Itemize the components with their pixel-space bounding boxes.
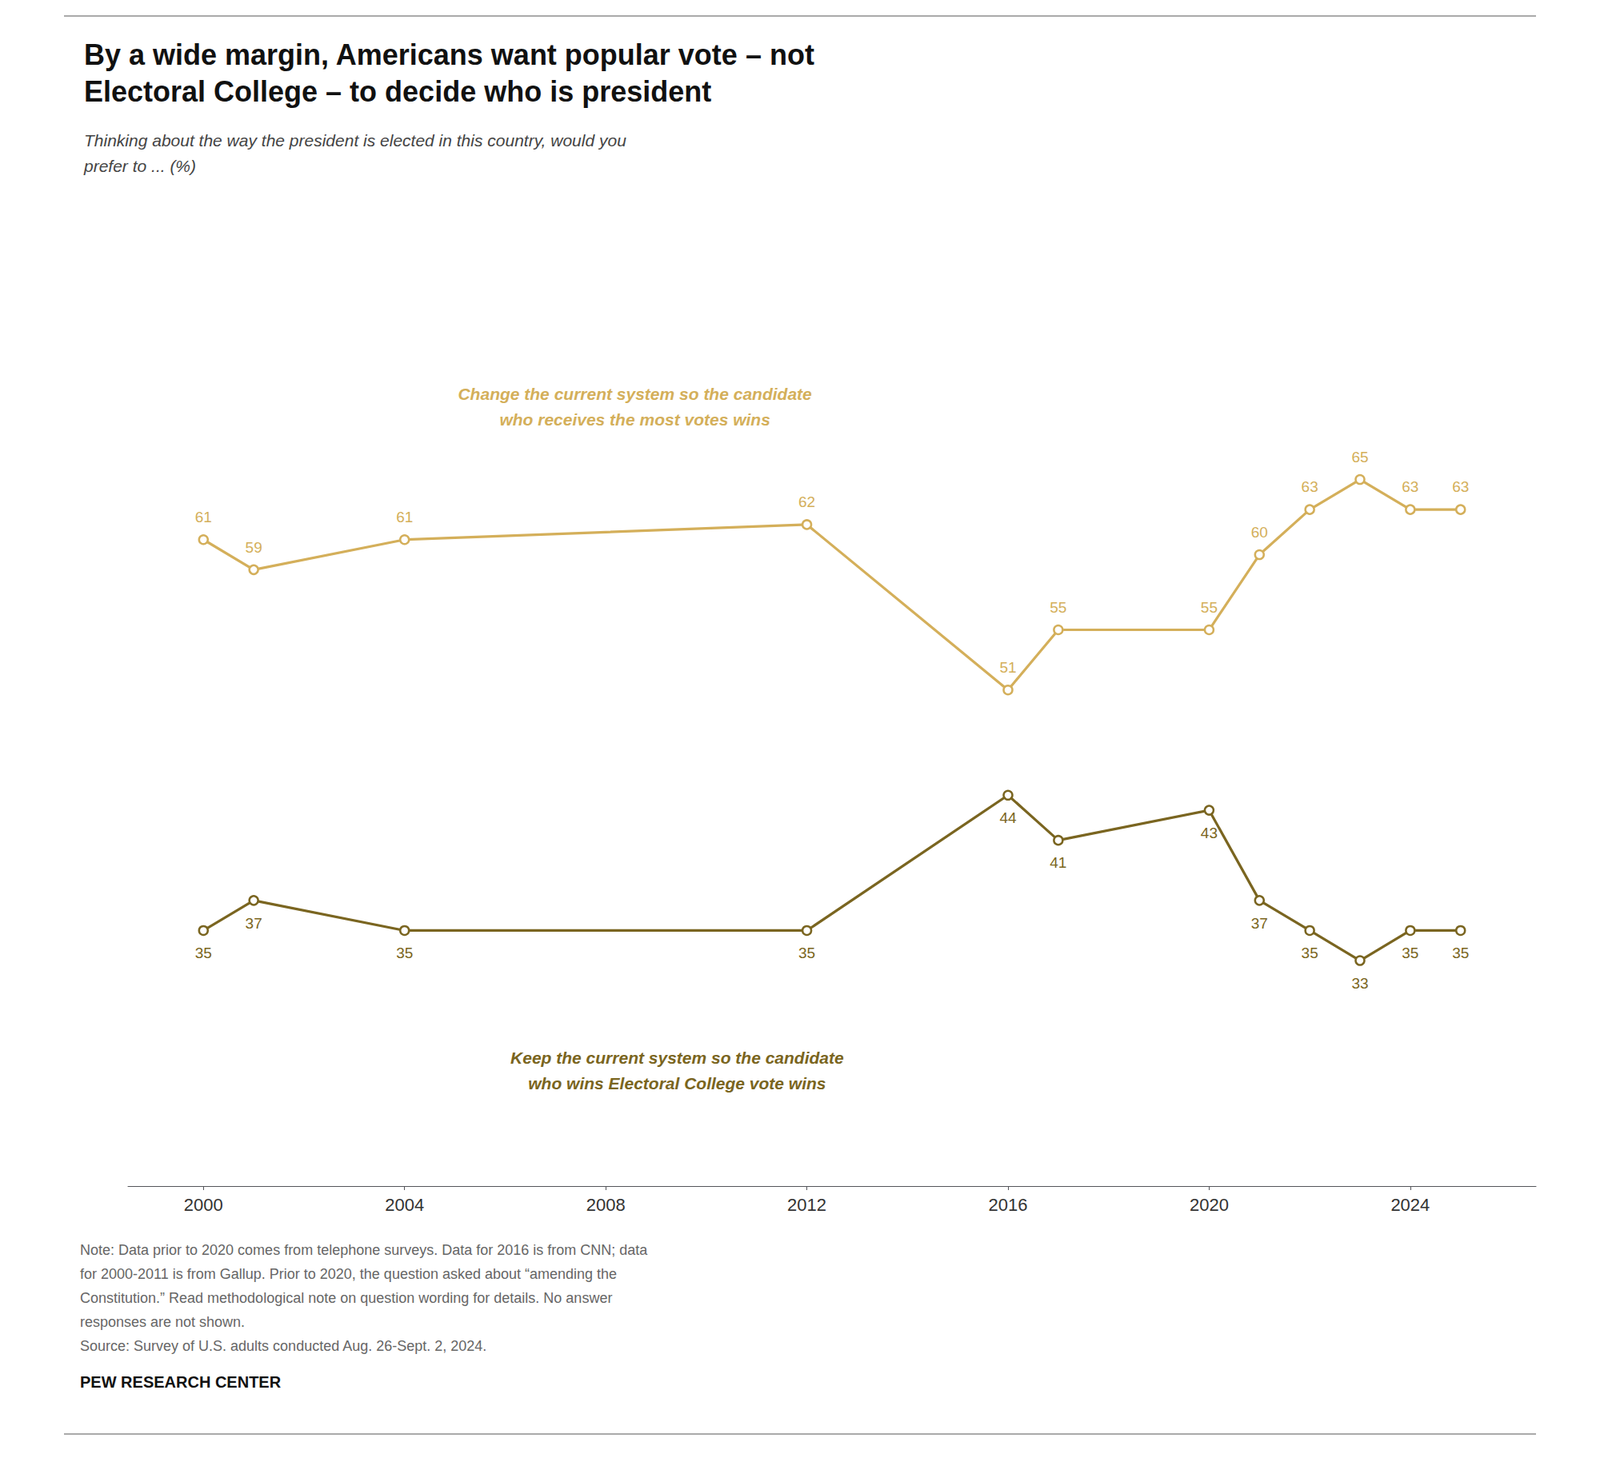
svg-text:2004: 2004 — [384, 1195, 424, 1216]
svg-text:33: 33 — [1351, 975, 1368, 992]
svg-text:Source: Survey of U.S. adults: Source: Survey of U.S. adults conducted … — [80, 1338, 487, 1355]
svg-text:Electoral College – to decide: Electoral College – to decide who is pre… — [84, 75, 712, 108]
svg-text:63: 63 — [1452, 478, 1469, 496]
svg-text:41: 41 — [1049, 854, 1067, 872]
svg-text:37: 37 — [1251, 915, 1268, 932]
svg-text:35: 35 — [1301, 944, 1319, 962]
svg-text:2024: 2024 — [1390, 1195, 1430, 1216]
svg-text:responses are not shown.: responses are not shown. — [80, 1314, 245, 1331]
svg-text:2016: 2016 — [988, 1195, 1028, 1216]
svg-text:44: 44 — [999, 809, 1017, 827]
svg-text:61: 61 — [195, 508, 212, 526]
svg-text:51: 51 — [999, 659, 1016, 676]
svg-text:35: 35 — [195, 944, 212, 962]
svg-text:35: 35 — [798, 944, 816, 962]
svg-text:2000: 2000 — [184, 1195, 224, 1216]
svg-text:for 2000-2011 is from Gallup.: for 2000-2011 is from Gallup. Prior to 2… — [80, 1266, 617, 1283]
svg-text:Note: Data prior to 2020 comes: Note: Data prior to 2020 comes from tele… — [80, 1242, 648, 1259]
svg-text:63: 63 — [1401, 478, 1419, 496]
svg-text:60: 60 — [1251, 524, 1268, 541]
svg-text:2008: 2008 — [586, 1195, 626, 1216]
svg-text:35: 35 — [1452, 944, 1469, 962]
svg-text:55: 55 — [1200, 599, 1218, 616]
svg-text:By a wide margin, Americans wa: By a wide margin, Americans want popular… — [84, 38, 815, 72]
svg-text:2020: 2020 — [1189, 1195, 1229, 1216]
svg-text:59: 59 — [245, 539, 263, 556]
svg-text:61: 61 — [396, 508, 413, 526]
svg-text:who receives the most votes wi: who receives the most votes wins — [499, 410, 770, 429]
svg-text:43: 43 — [1200, 824, 1218, 842]
svg-text:55: 55 — [1049, 599, 1067, 616]
svg-text:who wins Electoral College vot: who wins Electoral College vote wins — [528, 1074, 826, 1093]
svg-text:65: 65 — [1351, 448, 1368, 466]
svg-text:2012: 2012 — [787, 1195, 827, 1216]
svg-text:Change the current system so t: Change the current system so the candida… — [457, 384, 812, 404]
svg-text:Keep the current system so the: Keep the current system so the candidate — [510, 1048, 844, 1068]
svg-text:35: 35 — [1401, 944, 1419, 962]
svg-text:35: 35 — [396, 944, 413, 962]
svg-text:prefer to ... (%): prefer to ... (%) — [83, 156, 196, 176]
svg-text:Constitution.” Read methodolog: Constitution.” Read methodological note … — [80, 1290, 612, 1307]
svg-text:37: 37 — [245, 915, 263, 932]
svg-text:Thinking about the way the pre: Thinking about the way the president is … — [84, 131, 627, 150]
svg-text:62: 62 — [798, 493, 816, 511]
svg-text:63: 63 — [1301, 478, 1319, 496]
svg-text:PEW RESEARCH CENTER: PEW RESEARCH CENTER — [80, 1373, 282, 1392]
